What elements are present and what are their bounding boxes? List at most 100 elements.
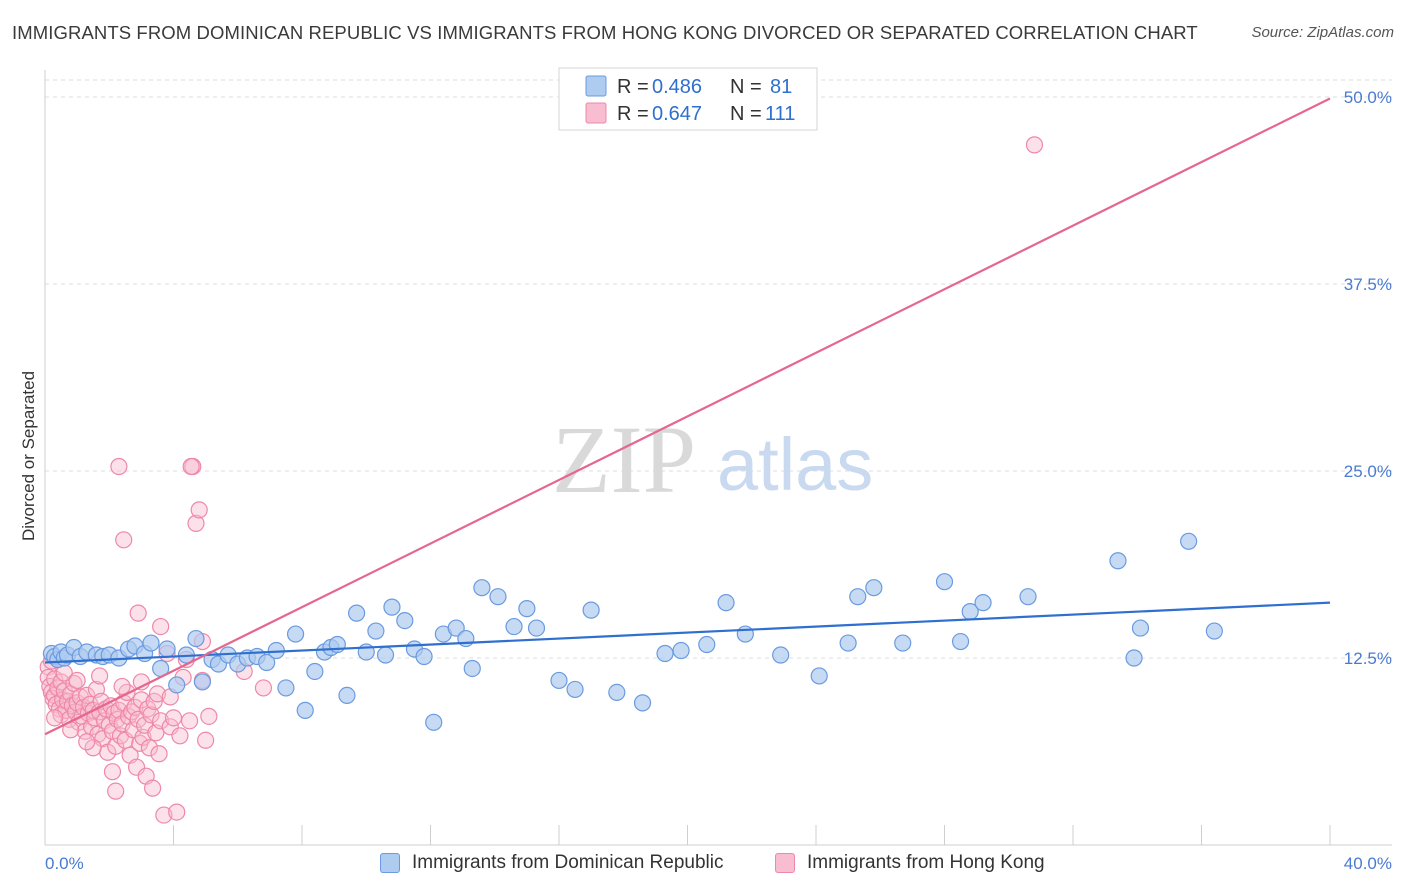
point-dominican (306, 662, 324, 681)
point-dominican (348, 604, 366, 622)
point-dominican (505, 617, 523, 636)
point-hong-kong (254, 679, 273, 697)
point-dominican (608, 683, 626, 702)
point-hong-kong (152, 617, 170, 636)
point-dominican (376, 646, 395, 664)
legend-swatch-blue (585, 75, 607, 97)
point-dominican (296, 701, 314, 719)
legend-swatch-hong-kong (775, 853, 795, 873)
point-dominican (865, 579, 883, 597)
point-hong-kong (168, 803, 186, 821)
legend-label-hong-kong: Immigrants from Hong Kong (807, 852, 1045, 873)
point-dominican (1109, 552, 1127, 570)
top-legend: R = 0.486 N = 81 R = 0.647 N = 111 (558, 67, 818, 131)
point-hong-kong (110, 457, 128, 476)
point-hong-kong (144, 779, 162, 797)
point-dominican (1019, 588, 1037, 606)
y-tick-label: 25.0% (1344, 462, 1392, 481)
point-hong-kong (46, 709, 64, 727)
series-hong-kong-points (39, 136, 1044, 824)
point-hong-kong (187, 514, 205, 532)
y-tick-label: 37.5% (1344, 275, 1392, 294)
point-hong-kong (1025, 136, 1044, 154)
point-dominican (935, 573, 954, 591)
point-hong-kong (115, 531, 133, 549)
trendline-dominican (44, 601, 1331, 664)
point-dominican (277, 679, 295, 697)
source-credit: Source: ZipAtlas.com (1251, 24, 1394, 41)
point-dominican (566, 680, 584, 699)
point-dominican (1205, 622, 1223, 640)
chart-title: IMMIGRANTS FROM DOMINICAN REPUBLIC VS IM… (12, 22, 1198, 43)
trend-lines (44, 97, 1331, 736)
y-axis-tick-labels: 12.5% 25.0% 37.5% 50.0% (1344, 88, 1392, 668)
point-dominican (527, 619, 546, 637)
point-dominican (367, 622, 385, 640)
point-dominican (187, 629, 205, 648)
point-dominican (1125, 649, 1143, 667)
point-hong-kong (91, 667, 109, 685)
y-axis-label: Divorced or Separated (19, 371, 38, 541)
point-dominican (717, 594, 735, 612)
legend-item-hong-kong: Immigrants from Hong Kong (775, 852, 1045, 874)
x-tick-label-max: 40.0% (1344, 854, 1392, 873)
point-dominican (951, 632, 970, 651)
point-hong-kong (78, 686, 96, 705)
point-dominican (672, 641, 690, 660)
point-hong-kong (107, 782, 125, 800)
legend-r-value-pink: 0.647 (652, 103, 702, 125)
point-hong-kong (164, 709, 183, 727)
point-hong-kong (200, 707, 218, 725)
point-hong-kong (129, 604, 147, 622)
point-hong-kong (197, 731, 215, 749)
point-dominican (839, 634, 857, 652)
x-tick-label-min: 0.0% (45, 854, 84, 873)
legend-item-dominican: Immigrants from Dominican Republic (380, 852, 724, 874)
point-hong-kong (182, 457, 200, 476)
point-hong-kong (142, 706, 160, 724)
point-dominican (550, 671, 568, 690)
y-tick-label: 50.0% (1344, 88, 1392, 107)
point-dominican (1131, 619, 1150, 637)
legend-n-value-pink: 111 (765, 103, 795, 125)
point-hong-kong (171, 727, 189, 745)
point-dominican (633, 694, 652, 712)
legend-r-label-blue: R = (617, 76, 649, 98)
point-dominican (193, 673, 212, 691)
trendline-hong-kong (44, 97, 1331, 736)
point-dominican (142, 634, 160, 652)
watermark: ZIP atlas (552, 406, 873, 513)
point-dominican (396, 611, 414, 630)
point-dominican (849, 588, 867, 606)
legend-label-dominican: Immigrants from Dominican Republic (412, 852, 724, 873)
point-dominican (1180, 532, 1198, 550)
point-hong-kong (140, 739, 159, 757)
point-dominican (168, 676, 186, 694)
series-dominican-points (42, 532, 1223, 731)
point-dominican (698, 635, 716, 654)
point-dominican (415, 647, 433, 666)
point-dominican (383, 598, 401, 616)
point-dominican (473, 579, 491, 597)
x-axis-ticks (173, 825, 1331, 845)
point-dominican (894, 634, 912, 652)
legend-r-value-blue: 0.486 (652, 76, 702, 98)
point-hong-kong (150, 745, 168, 763)
point-hong-kong (84, 739, 102, 757)
point-dominican (158, 640, 176, 658)
point-hong-kong (152, 712, 170, 730)
point-dominican (338, 686, 356, 705)
point-dominican (656, 644, 674, 663)
point-hong-kong (190, 501, 208, 519)
legend-n-label-pink: N = (730, 103, 762, 125)
axes (44, 70, 1392, 846)
point-dominican (736, 625, 754, 643)
point-dominican (974, 594, 992, 612)
point-dominican (463, 659, 481, 678)
point-hong-kong (180, 712, 199, 730)
y-tick-label: 12.5% (1344, 649, 1392, 668)
point-dominican (425, 713, 443, 731)
point-dominican (810, 667, 828, 685)
point-hong-kong (78, 733, 96, 751)
point-dominican (518, 600, 536, 618)
